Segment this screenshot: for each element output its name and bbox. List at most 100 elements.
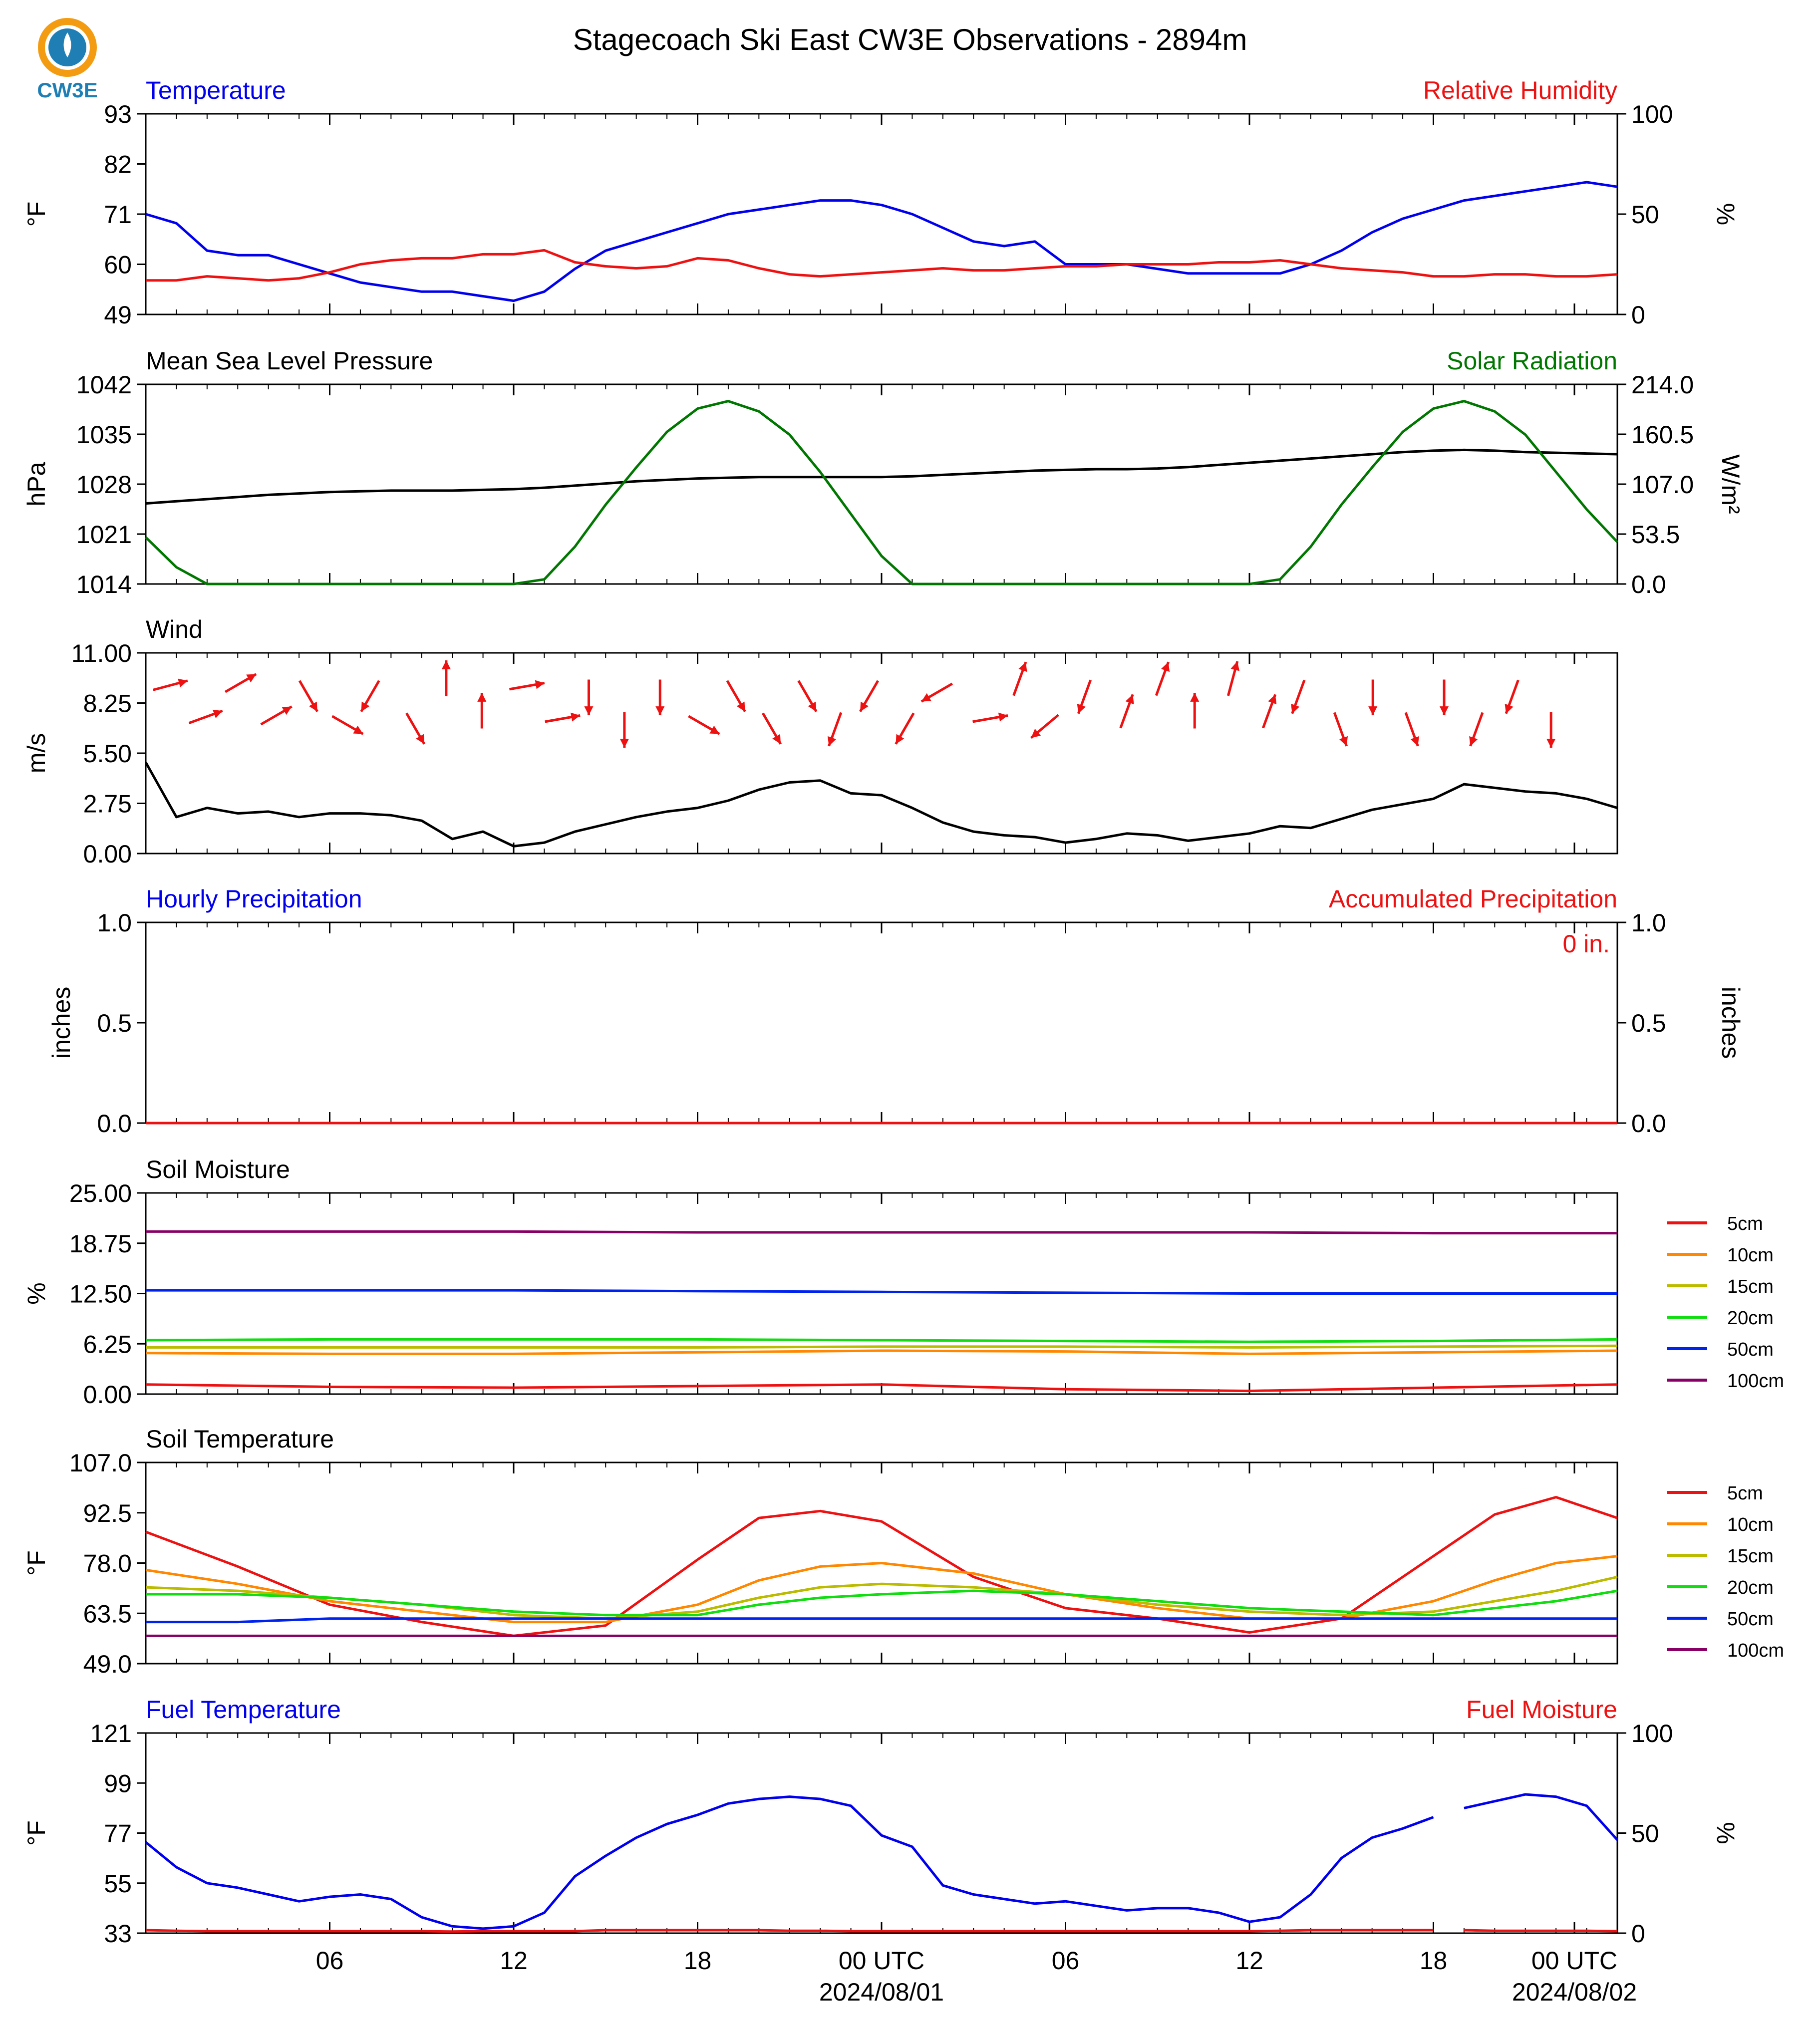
wind-arrow-head bbox=[212, 709, 223, 718]
wind-arrow-head bbox=[709, 725, 720, 734]
wind-arrow-head bbox=[416, 734, 424, 744]
wind-arrow-head bbox=[584, 706, 594, 715]
panel-title-right: Fuel Moisture bbox=[1466, 1696, 1617, 1724]
y-tick-label-left: 1028 bbox=[76, 471, 132, 499]
series-line-5cm bbox=[145, 1383, 1618, 1393]
y-tick-label-left: 25.00 bbox=[69, 1179, 132, 1207]
wind-arrow-head bbox=[921, 693, 931, 702]
y-axis-label-right: % bbox=[1712, 203, 1740, 225]
x-tick-label: 06 bbox=[316, 1947, 344, 1975]
series-line-solar-radiation bbox=[145, 400, 1618, 585]
y-tick-label-right: 1.0 bbox=[1631, 909, 1666, 937]
wind-arrow-head bbox=[860, 701, 869, 712]
legend-label: 50cm bbox=[1727, 1339, 1774, 1360]
wind-arrow-head bbox=[828, 736, 837, 746]
series-line-temperature bbox=[145, 181, 1618, 302]
series-line-wind-speed bbox=[144, 762, 1618, 848]
legend-label: 10cm bbox=[1727, 1245, 1774, 1266]
wind-arrow-head bbox=[736, 701, 745, 712]
y-axis-label-left: % bbox=[22, 1282, 50, 1304]
wind-arrow-head bbox=[477, 693, 487, 702]
y-tick-label-right: 0.5 bbox=[1631, 1009, 1666, 1037]
wind-arrow-head bbox=[309, 701, 317, 712]
series-line-10cm bbox=[145, 1555, 1618, 1624]
y-tick-label-right: 107.0 bbox=[1631, 471, 1694, 499]
series-line-5cm bbox=[145, 1496, 1618, 1637]
y-tick-label-right: 50 bbox=[1631, 1820, 1659, 1848]
y-axis-label-right: % bbox=[1712, 1822, 1740, 1844]
legend-label: 10cm bbox=[1727, 1514, 1774, 1535]
x-tick-label: 06 bbox=[1052, 1947, 1080, 1975]
series-line-20cm bbox=[146, 1589, 1618, 1617]
y-tick-label-left: 0.00 bbox=[83, 1381, 132, 1409]
wind-arrow-head bbox=[361, 701, 370, 712]
legend-label: 100cm bbox=[1727, 1640, 1784, 1661]
wind-arrow-head bbox=[1439, 706, 1449, 715]
panel-frame-wind bbox=[145, 652, 1618, 855]
panel-title-right: Relative Humidity bbox=[1423, 76, 1617, 104]
legend-label: 50cm bbox=[1727, 1609, 1774, 1630]
wind-arrow-head bbox=[1469, 736, 1478, 746]
cw3e-logo: CW3E bbox=[30, 17, 105, 102]
y-tick-label-right: 214.0 bbox=[1631, 371, 1694, 399]
y-tick-label-right: 0.0 bbox=[1631, 571, 1666, 598]
wind-arrow-head bbox=[1161, 662, 1170, 672]
y-tick-label-right: 53.5 bbox=[1631, 521, 1680, 549]
y-tick-label-left: 0.0 bbox=[97, 1110, 132, 1138]
wind-arrow-head bbox=[772, 734, 781, 744]
y-tick-label-right: 100 bbox=[1631, 1720, 1673, 1747]
wind-arrow-head bbox=[1268, 694, 1277, 705]
y-tick-label-right: 0.0 bbox=[1631, 1110, 1666, 1138]
series-line-50cm bbox=[146, 1617, 1617, 1624]
y-tick-label-right: 100 bbox=[1631, 100, 1673, 128]
wind-arrow-head bbox=[655, 706, 665, 715]
wind-arrow-head bbox=[1505, 703, 1514, 714]
y-tick-label-left: 1021 bbox=[76, 521, 132, 549]
wind-arrow-head bbox=[1368, 706, 1378, 715]
y-tick-label-left: 8.25 bbox=[83, 690, 132, 718]
wind-arrow-head bbox=[1410, 736, 1419, 746]
y-axis-label-left: °F bbox=[22, 1820, 50, 1846]
chart-title: Stagecoach Ski East CW3E Observations - … bbox=[573, 23, 1247, 56]
wind-arrow-head bbox=[1077, 703, 1086, 714]
y-tick-label-left: 33 bbox=[104, 1920, 132, 1948]
series-line-fuel-temperature bbox=[145, 1793, 1618, 1930]
y-axis-label-right: inches bbox=[1717, 987, 1745, 1059]
y-axis-label-left: m/s bbox=[22, 733, 50, 774]
y-tick-label-left: 60 bbox=[104, 251, 132, 279]
panel-frame-precipitation bbox=[145, 921, 1618, 1124]
wind-arrow-head bbox=[808, 701, 817, 712]
y-tick-label-left: 0.00 bbox=[83, 840, 132, 868]
y-tick-label-left: 99 bbox=[104, 1769, 132, 1797]
wind-arrow-head bbox=[178, 678, 188, 688]
panel-title-right: Solar Radiation bbox=[1447, 347, 1617, 375]
wind-arrow-head bbox=[535, 680, 545, 689]
y-tick-label-left: 1042 bbox=[76, 371, 132, 399]
logo-ring-icon bbox=[38, 18, 97, 77]
wind-arrow-head bbox=[282, 706, 292, 715]
y-tick-label-left: 82 bbox=[104, 151, 132, 179]
series-line-fuel-moisture bbox=[145, 1929, 1618, 1933]
panel-title-left: Soil Moisture bbox=[146, 1156, 290, 1183]
legend-label: 20cm bbox=[1727, 1308, 1774, 1329]
y-tick-label-left: 5.50 bbox=[83, 740, 132, 768]
panel-title-left: Hourly Precipitation bbox=[146, 885, 362, 913]
wind-arrow-head bbox=[1546, 739, 1556, 748]
y-tick-label-right: 160.5 bbox=[1631, 421, 1694, 449]
y-axis-label-left: °F bbox=[22, 202, 50, 227]
y-tick-label-left: 63.5 bbox=[83, 1600, 132, 1628]
y-tick-label-left: 1.0 bbox=[97, 909, 132, 937]
x-date-label: 2024/08/01 bbox=[819, 1978, 944, 2006]
legend-label: 5cm bbox=[1727, 1213, 1763, 1234]
y-tick-label-left: 0.5 bbox=[97, 1009, 132, 1037]
wind-arrow-head bbox=[1031, 728, 1041, 738]
y-axis-label-left: hPa bbox=[22, 462, 50, 506]
wind-arrow-head bbox=[1291, 703, 1300, 714]
wind-arrow-head bbox=[1018, 662, 1027, 672]
x-tick-label: 12 bbox=[1235, 1947, 1263, 1975]
y-tick-label-left: 121 bbox=[90, 1720, 132, 1747]
series-line-15cm bbox=[146, 1344, 1618, 1349]
series-line-50cm bbox=[146, 1289, 1617, 1295]
x-tick-label: 12 bbox=[500, 1947, 528, 1975]
y-tick-label-left: 11.00 bbox=[71, 639, 132, 667]
